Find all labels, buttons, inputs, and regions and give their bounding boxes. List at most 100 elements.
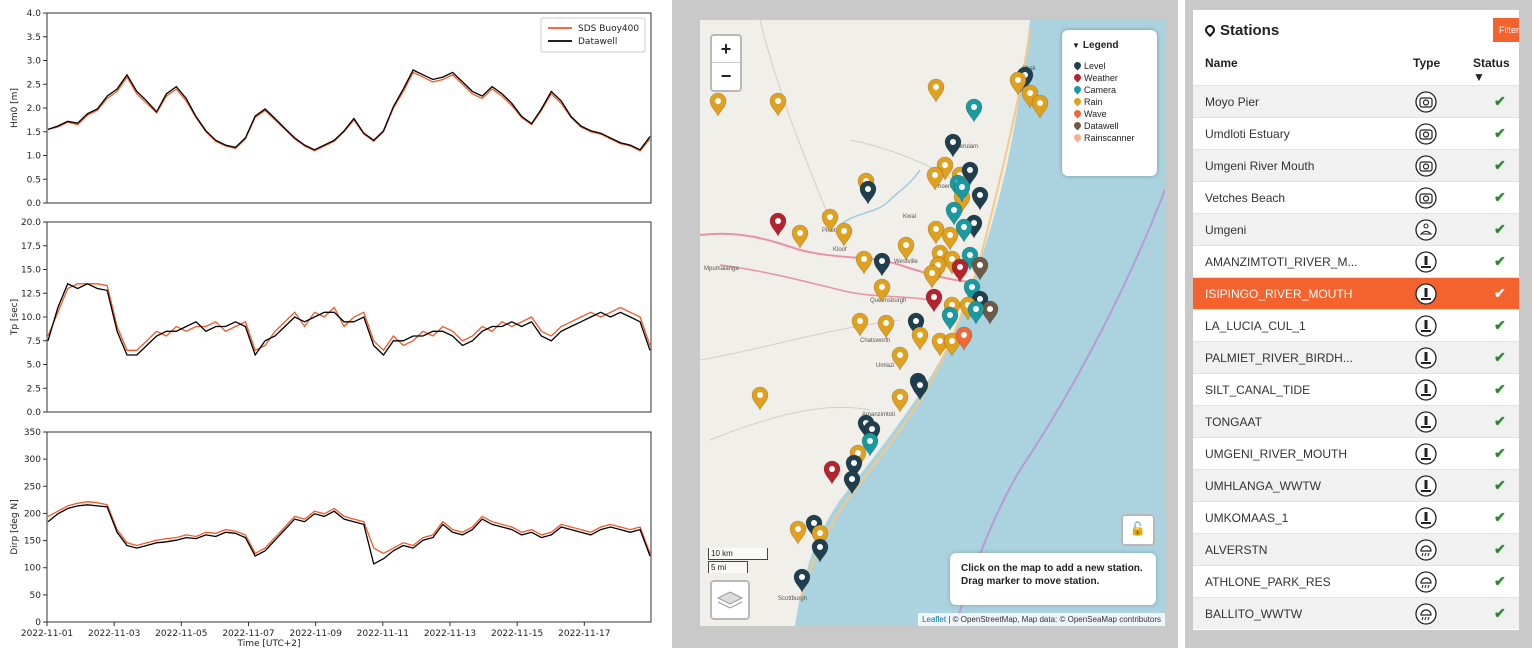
marker-pin (944, 133, 962, 158)
gauge-stem (1424, 448, 1428, 457)
station-marker (877, 314, 895, 339)
legend-item-label: Wave (1084, 109, 1107, 119)
level-icon (1415, 507, 1437, 529)
marker-pin (911, 376, 929, 401)
legend-item[interactable]: Wave (1074, 108, 1107, 120)
gauge-base (1421, 362, 1431, 364)
filter-button[interactable]: Filter (1493, 18, 1519, 42)
camera-body (1419, 97, 1433, 108)
level-icon (1415, 283, 1437, 305)
station-marker (981, 300, 999, 325)
marker-dot (959, 184, 965, 190)
camera-lens (1422, 163, 1430, 170)
chart-panel: 0 50 100 150 200 250 300 350 Dirp [deg N] 2022-11… (10, 428, 652, 649)
marker-pin (943, 332, 961, 357)
table-row[interactable]: ISIPINGO_RIVER_MOUTH ✔ (1193, 277, 1519, 309)
station-marker (931, 332, 949, 357)
table-row[interactable]: Umdloti Estuary ✔ (1193, 117, 1519, 149)
marker-dot (799, 574, 805, 580)
y-tick-label: 1.5 (27, 128, 41, 138)
table-row[interactable]: PALMIET_RIVER_BIRDH... ✔ (1193, 341, 1519, 373)
table-row[interactable]: TONGAAT ✔ (1193, 405, 1519, 437)
col-header-type[interactable]: Type (1413, 56, 1441, 70)
table-row[interactable]: Moyo Pier ✔ (1193, 85, 1519, 117)
marker-pin (873, 278, 891, 303)
map-marker-icon (1074, 74, 1081, 83)
zoom-out-button[interactable]: − (720, 66, 732, 86)
table-row[interactable]: Umgeni ✔ (1193, 213, 1519, 245)
status-check-icon: ✔ (1494, 221, 1506, 237)
y-tick-label: 3.0 (27, 57, 42, 67)
legend-item[interactable]: Weather (1074, 72, 1118, 84)
zoom-in-button[interactable]: + (712, 36, 740, 63)
station-marker (941, 226, 959, 251)
station-marker (953, 178, 971, 203)
camera-body (1419, 129, 1433, 140)
station-name: Umgeni River Mouth (1205, 159, 1315, 173)
table-row[interactable]: UMGENI_RIVER_MOUTH ✔ (1193, 437, 1519, 469)
legend-item[interactable]: Camera (1074, 84, 1116, 96)
road (759, 20, 831, 221)
icon-ring (1415, 219, 1437, 241)
map-marker-icon (1074, 110, 1081, 119)
marker-dot (933, 226, 939, 232)
legend-title-text: Legend (1082, 40, 1119, 51)
gauge-stem (1424, 320, 1428, 329)
station-marker (911, 326, 929, 351)
y-tick-label: 15.0 (21, 266, 41, 276)
marker-dot (857, 318, 863, 324)
level-icon (1415, 475, 1437, 497)
map-marker-icon (1074, 134, 1081, 143)
col-header-status[interactable]: Status ▼ (1473, 56, 1510, 84)
status-check-icon: ✔ (1494, 157, 1506, 173)
cloud-shape (1420, 545, 1432, 552)
layers-button[interactable] (710, 580, 750, 620)
legend-item[interactable]: Rain (1074, 96, 1103, 108)
table-row[interactable]: SILT_CANAL_TIDE ✔ (1193, 373, 1519, 405)
station-name: UMGENI_RIVER_MOUTH (1205, 447, 1348, 461)
table-row[interactable]: AMANZIMTOTI_RIVER_M... ✔ (1193, 245, 1519, 277)
table-row[interactable]: UMKOMAAS_1 ✔ (1193, 501, 1519, 533)
table-row[interactable]: Umgeni River Mouth ✔ (1193, 149, 1519, 181)
marker-dot (849, 476, 855, 482)
legend-item[interactable]: Level (1074, 60, 1106, 72)
marker-dot (851, 460, 857, 466)
col-header-name[interactable]: Name (1205, 56, 1238, 70)
station-name: Umdloti Estuary (1205, 127, 1290, 141)
legend-item-label: Camera (1084, 85, 1117, 95)
legend-item[interactable]: Rainscanner (1074, 132, 1135, 144)
road (709, 406, 871, 441)
table-row[interactable]: UMHLANGA_WWTW ✔ (1193, 469, 1519, 501)
marker-dot (947, 232, 953, 238)
table-row[interactable]: LA_LUCIA_CUL_1 ✔ (1193, 309, 1519, 341)
y-tick-label: 4.0 (27, 9, 42, 19)
gauge-stem (1424, 416, 1428, 425)
marker-dot (897, 394, 903, 400)
marker-dot (917, 332, 923, 338)
station-marker (769, 92, 787, 117)
marker-pin (897, 236, 915, 261)
legend-item[interactable]: Datawell (1074, 120, 1119, 132)
station-map[interactable]: Shak Tong Verulam Phoenix Kwal Pinetown … (700, 20, 1165, 626)
table-row[interactable]: Vetches Beach ✔ (1193, 181, 1519, 213)
x-tick-label: 2022-11-15 (491, 629, 543, 639)
lock-button[interactable]: 🔓 (1121, 514, 1155, 546)
status-check-icon: ✔ (1494, 285, 1506, 301)
table-row[interactable]: ATHLONE_PARK_RES ✔ (1193, 565, 1519, 597)
table-row[interactable]: BALLITO_WWTW ✔ (1193, 597, 1519, 629)
legend-title[interactable]: ▼ Legend (1072, 40, 1118, 51)
marker-pin (873, 252, 891, 277)
hint-line-1: Click on the map to add a new station. (961, 563, 1143, 574)
place-label: Scottburgh (778, 596, 807, 602)
camera-icon (1415, 187, 1437, 209)
marker-dot (949, 302, 955, 308)
station-marker (791, 224, 809, 249)
marker-pin (961, 161, 979, 186)
station-marker (891, 388, 909, 413)
station-marker (811, 538, 829, 563)
camera-lens (1422, 131, 1430, 138)
leaflet-link[interactable]: Leaflet (922, 615, 947, 624)
y-tick-label: 0.5 (27, 175, 41, 185)
table-row[interactable]: ALVERSTN ✔ (1193, 533, 1519, 565)
y-tick-label: 3.5 (27, 33, 41, 43)
